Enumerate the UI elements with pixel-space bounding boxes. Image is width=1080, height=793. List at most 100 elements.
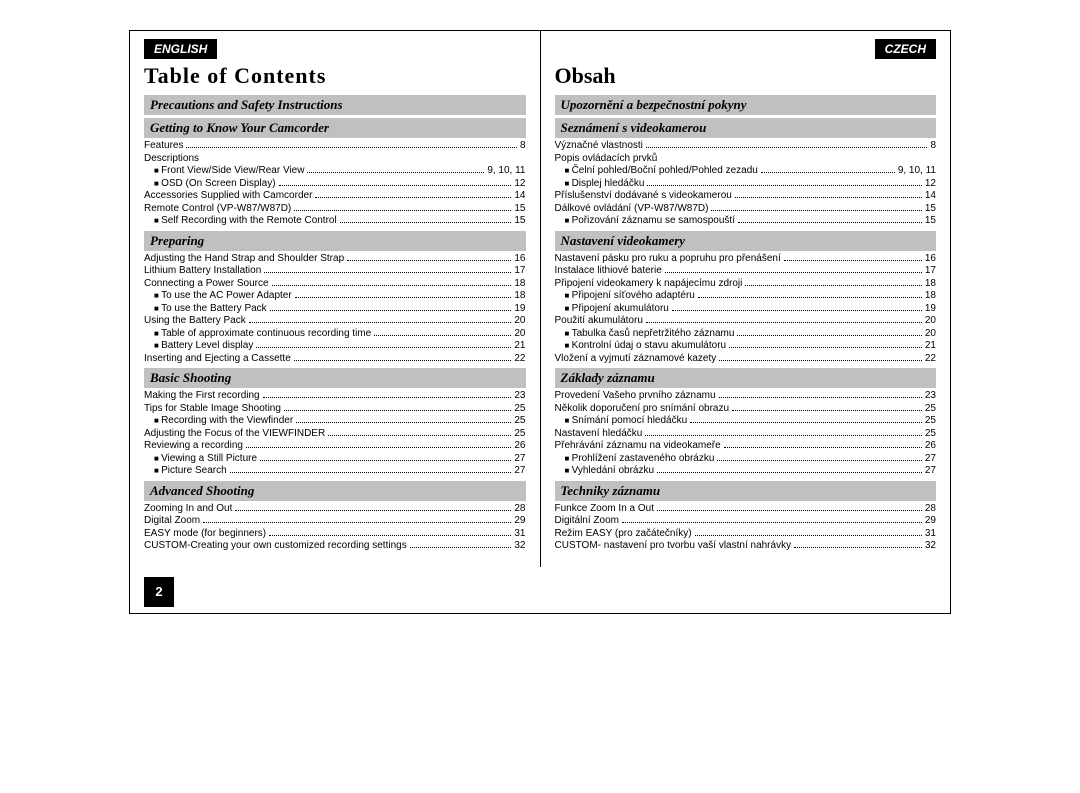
toc-page: 20 (514, 328, 525, 341)
toc-leader-dots (657, 465, 922, 473)
toc-entry: CUSTOM- nastavení pro tvorbu vaší vlastn… (555, 540, 937, 553)
toc-entry: Accessories Supplied with Camcorder14 (144, 190, 526, 203)
toc-body-english: Precautions and Safety InstructionsGetti… (144, 95, 526, 553)
toc-list: Features8DescriptionsFront View/Side Vie… (144, 140, 526, 228)
toc-leader-dots (735, 190, 922, 198)
toc-entry: Příslušenství dodávané s videokamerou14 (555, 190, 937, 203)
toc-leader-dots (279, 178, 512, 186)
toc-page: 17 (925, 265, 936, 278)
toc-entry: Table of approximate continuous recordin… (144, 328, 526, 341)
toc-page: 29 (514, 515, 525, 528)
toc-label: Recording with the Viewfinder (154, 415, 293, 428)
toc-page: 15 (925, 215, 936, 228)
english-column: ENGLISH Table of Contents Precautions an… (130, 31, 541, 567)
toc-leader-dots (249, 315, 512, 323)
toc-label: Using the Battery Pack (144, 315, 246, 328)
toc-label: Features (144, 140, 183, 153)
toc-leader-dots (270, 303, 512, 311)
toc-leader-dots (260, 453, 511, 461)
toc-leader-dots (272, 278, 512, 286)
toc-label: Provedení Vašeho prvního záznamu (555, 390, 716, 403)
toc-page: 18 (925, 278, 936, 291)
toc-label: Použití akumulátoru (555, 315, 643, 328)
toc-entry: Battery Level display21 (144, 340, 526, 353)
toc-entry: Displej hledáčku12 (555, 178, 937, 191)
toc-page: 21 (514, 340, 525, 353)
toc-entry: To use the Battery Pack19 (144, 303, 526, 316)
toc-label: Význačné vlastnosti (555, 140, 643, 153)
toc-leader-dots (347, 253, 511, 261)
toc-label: Nastavení hledáčku (555, 428, 643, 441)
toc-label: EASY mode (for beginners) (144, 528, 266, 541)
toc-page: 17 (514, 265, 525, 278)
toc-entry: Descriptions (144, 153, 526, 166)
toc-label: Přehrávání záznamu na videokameře (555, 440, 721, 453)
toc-title-english: Table of Contents (144, 63, 526, 89)
toc-entry: Připojení síťového adaptéru 18 (555, 290, 937, 303)
toc-leader-dots (622, 515, 922, 523)
toc-leader-dots (235, 503, 511, 511)
toc-page: 12 (514, 178, 525, 191)
toc-leader-dots (647, 178, 921, 186)
toc-entry: Remote Control (VP-W87/W87D)15 (144, 203, 526, 216)
section-heading: Preparing (144, 231, 526, 251)
toc-entry: Reviewing a recording26 (144, 440, 526, 453)
toc-entry: Self Recording with the Remote Control15 (144, 215, 526, 228)
toc-entry: Digitální Zoom29 (555, 515, 937, 528)
toc-page: 23 (514, 390, 525, 403)
toc-entry: Vyhledání obrázku27 (555, 465, 937, 478)
toc-page: 25 (514, 428, 525, 441)
toc-page: 25 (514, 415, 525, 428)
toc-leader-dots (690, 415, 922, 423)
toc-page: 31 (925, 528, 936, 541)
toc-page: 16 (514, 253, 525, 266)
toc-list: Nastavení pásku pro ruku a popruhu pro p… (555, 253, 937, 366)
toc-page: 21 (925, 340, 936, 353)
toc-label: Pořizování záznamu se samospouští (565, 215, 735, 228)
toc-leader-dots (269, 528, 511, 536)
toc-page: 18 (925, 290, 936, 303)
toc-label: Inserting and Ejecting a Cassette (144, 353, 291, 366)
toc-page: 25 (925, 415, 936, 428)
toc-entry: Nastavení hledáčku25 (555, 428, 937, 441)
toc-page: 27 (514, 465, 525, 478)
toc-label: Viewing a Still Picture (154, 453, 257, 466)
language-tab-czech: CZECH (875, 39, 936, 59)
page-number-badge: 2 (144, 577, 174, 607)
section-heading: Základy záznamu (555, 368, 937, 388)
toc-leader-dots (717, 453, 921, 461)
toc-entry: Lithium Battery Installation17 (144, 265, 526, 278)
toc-label: Tabulka časů nepřetržitého záznamu (565, 328, 735, 341)
section-heading: Upozornění a bezpečnostní pokyny (555, 95, 937, 115)
toc-page: 26 (925, 440, 936, 453)
toc-leader-dots (724, 440, 922, 448)
toc-label: Připojení síťového adaptéru (565, 290, 695, 303)
toc-entry: Připojení videokamery k napájecímu zdroj… (555, 278, 937, 291)
toc-label: Remote Control (VP-W87/W87D) (144, 203, 291, 216)
toc-entry: Viewing a Still Picture27 (144, 453, 526, 466)
toc-label: Vyhledání obrázku (565, 465, 655, 478)
toc-leader-dots (307, 165, 484, 173)
toc-body-czech: Upozornění a bezpečnostní pokynySeznámen… (555, 95, 937, 553)
toc-page: 20 (925, 315, 936, 328)
toc-list: Making the First recording23Tips for Sta… (144, 390, 526, 478)
toc-leader-dots (719, 353, 922, 361)
two-column-layout: ENGLISH Table of Contents Precautions an… (130, 31, 950, 567)
toc-entry: Inserting and Ejecting a Cassette22 (144, 353, 526, 366)
toc-leader-dots (784, 253, 922, 261)
toc-page: 18 (514, 278, 525, 291)
toc-label: Self Recording with the Remote Control (154, 215, 337, 228)
toc-entry: Kontrolní údaj o stavu akumulátoru21 (555, 340, 937, 353)
toc-page: 25 (514, 403, 525, 416)
toc-label: Picture Search (154, 465, 227, 478)
toc-entry: Režim EASY (pro začátečníky)31 (555, 528, 937, 541)
toc-leader-dots (410, 540, 512, 548)
toc-label: Adjusting the Focus of the VIEWFINDER (144, 428, 325, 441)
toc-entry: Making the First recording23 (144, 390, 526, 403)
section-heading: Nastavení videokamery (555, 231, 937, 251)
toc-entry: Using the Battery Pack20 (144, 315, 526, 328)
toc-entry: Provedení Vašeho prvního záznamu23 (555, 390, 937, 403)
toc-leader-dots (645, 428, 922, 436)
toc-entry: Snímání pomocí hledáčku25 (555, 415, 937, 428)
toc-entry: CUSTOM-Creating your own customized reco… (144, 540, 526, 553)
